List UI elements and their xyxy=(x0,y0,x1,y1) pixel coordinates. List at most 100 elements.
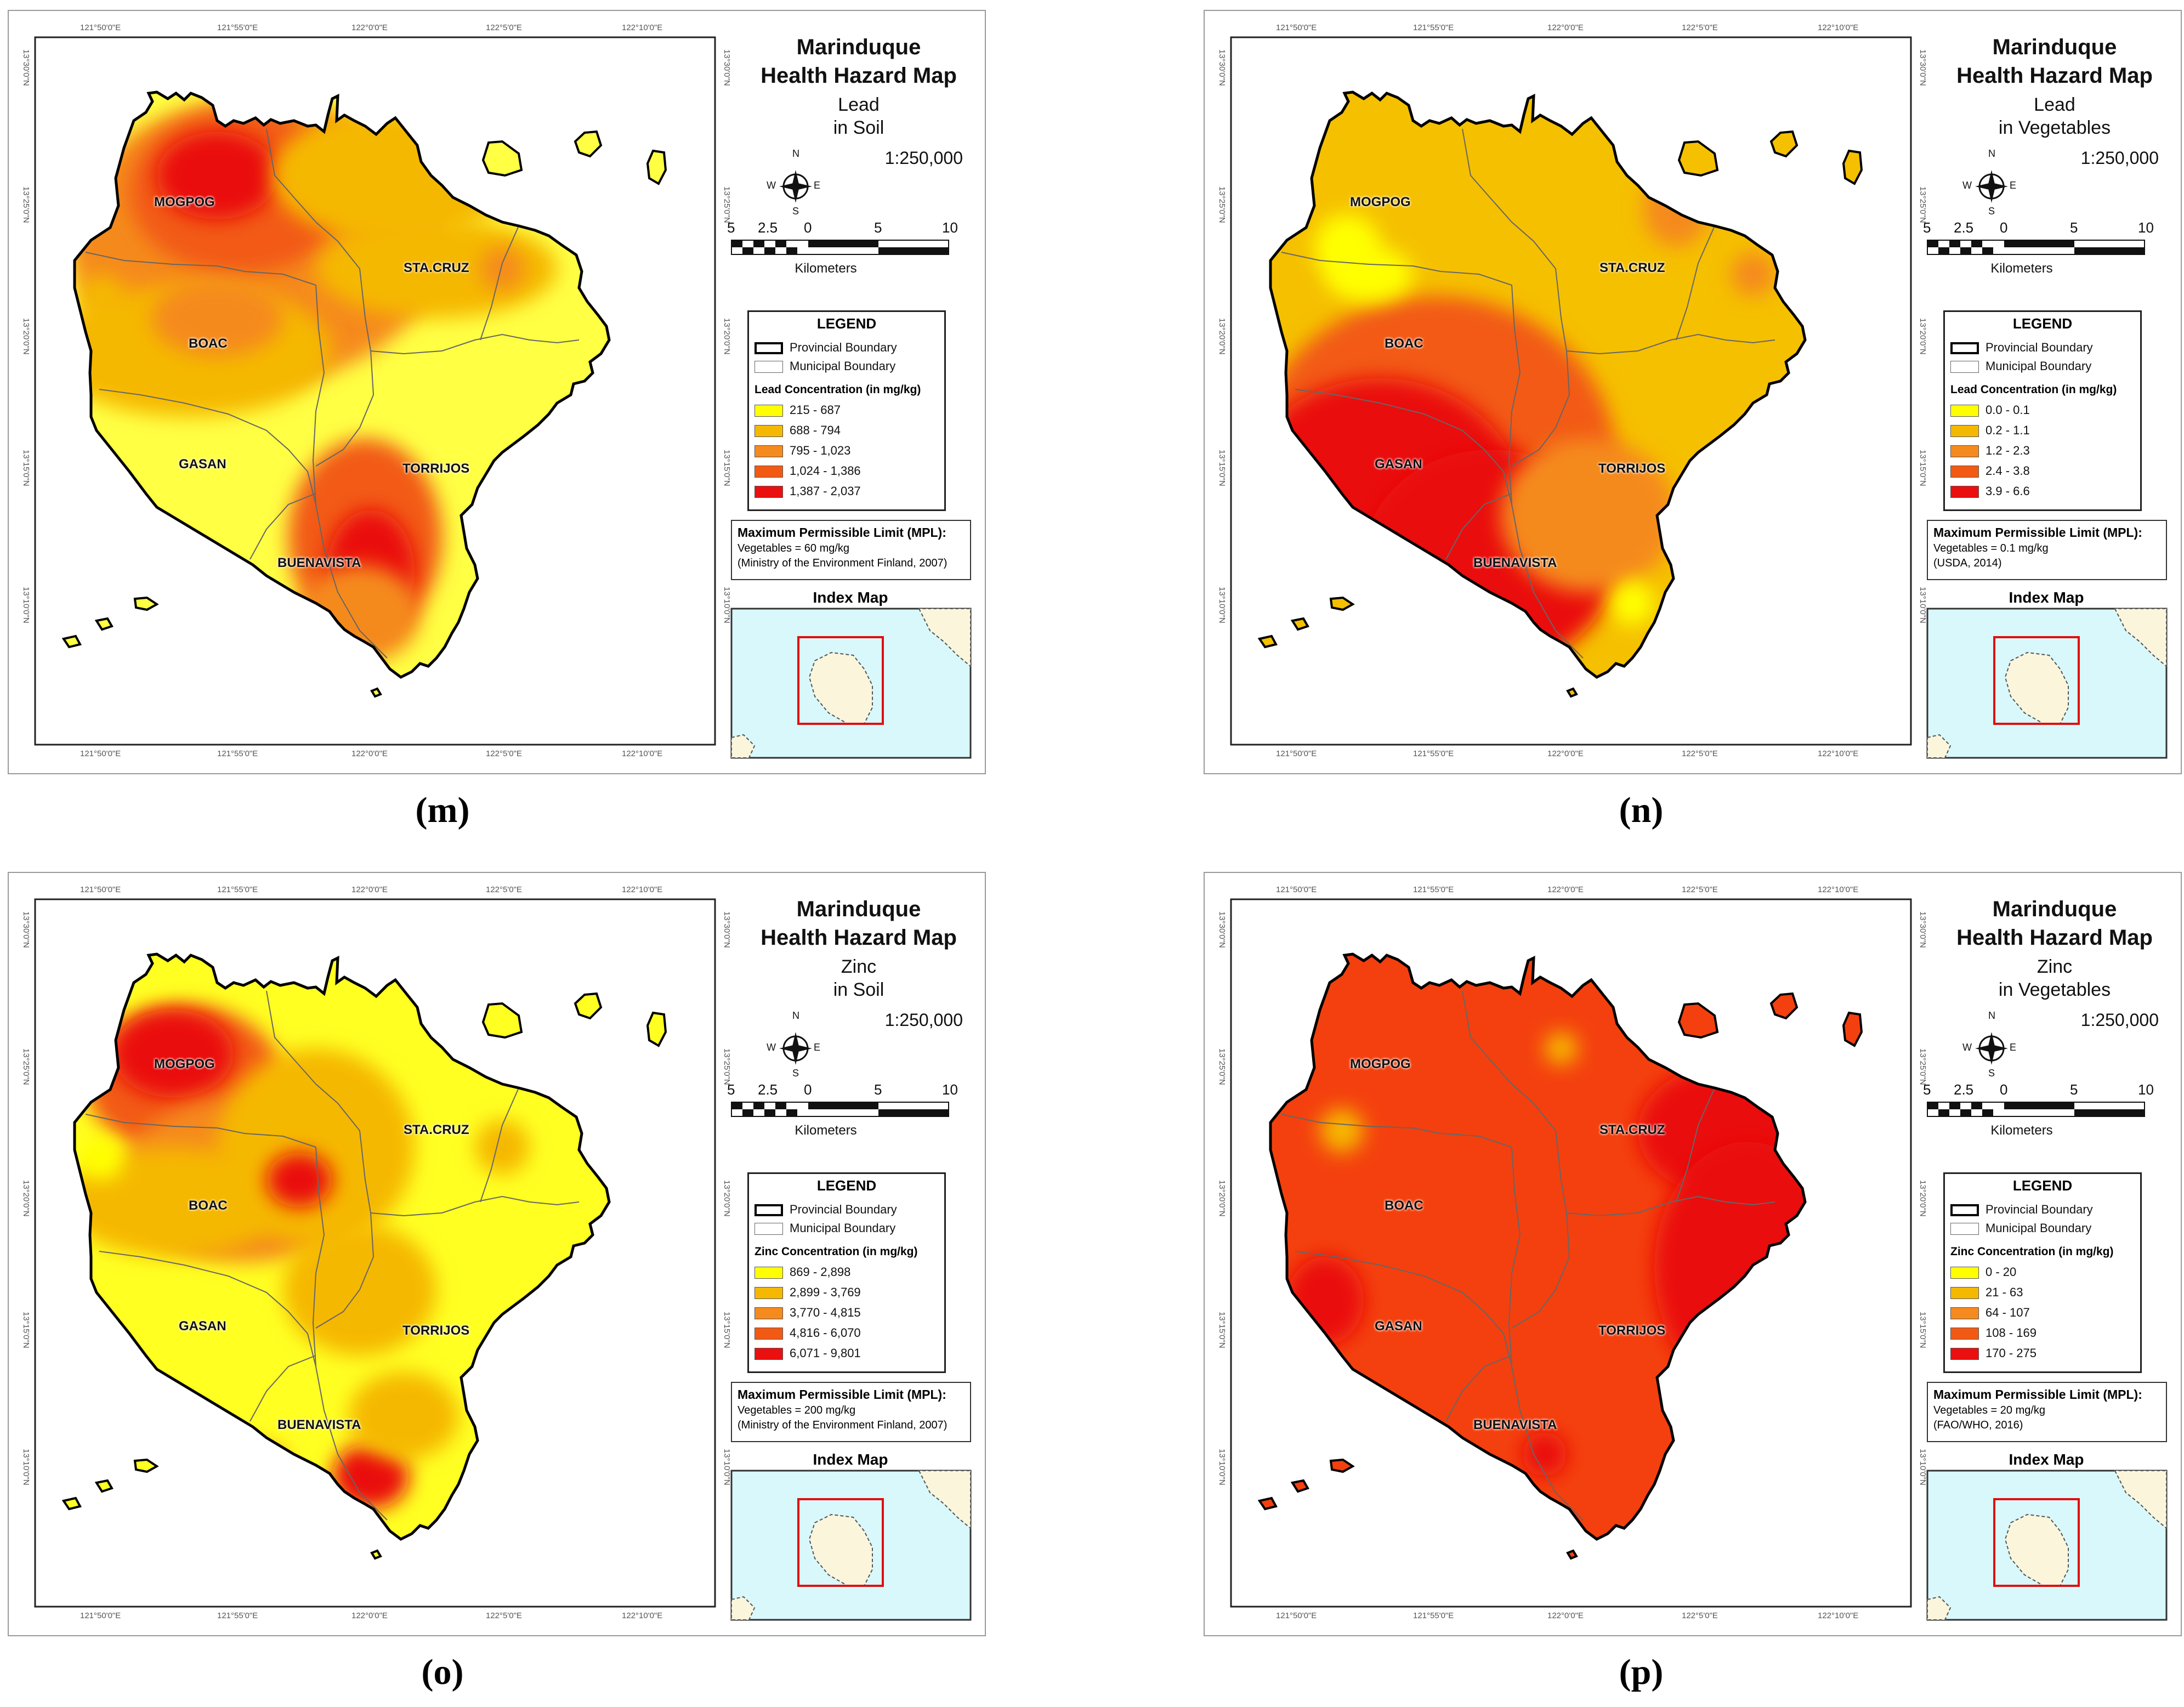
legend-boundary-label: Municipal Boundary xyxy=(790,1221,896,1235)
panel-caption: (o) xyxy=(388,1652,497,1693)
legend-class-row: 6,071 - 9,801 xyxy=(755,1346,861,1360)
map-title-line1: Marinduque xyxy=(1992,35,2117,59)
provincial-boundary xyxy=(73,90,611,679)
map-title-line2: Health Hazard Map xyxy=(761,64,957,88)
compass-letter: S xyxy=(1988,206,1995,217)
map-panel-p: Marinduque Health Hazard Map Zinc in Vegeta… xyxy=(1204,872,2182,1636)
small-island xyxy=(1677,1002,1719,1039)
legend-class-label: 6,071 - 9,801 xyxy=(790,1346,861,1360)
mpl-box: Maximum Permissible Limit (MPL): Vegetabl… xyxy=(1927,520,2167,580)
legend-class-label: 4,816 - 6,070 xyxy=(790,1326,861,1340)
small-island xyxy=(61,634,82,649)
small-island xyxy=(94,617,114,631)
provincial-boundary xyxy=(1269,90,1807,679)
legend-class-swatch xyxy=(755,425,783,438)
scale-bar xyxy=(1927,1102,2145,1117)
index-map-title: Index Map xyxy=(813,589,888,606)
map-title-line2: Health Hazard Map xyxy=(761,926,957,950)
legend-class-row: 1,387 - 2,037 xyxy=(755,484,861,498)
map-title: Marinduque Health Hazard Map xyxy=(741,895,977,952)
town-label: TORRIJOS xyxy=(1598,461,1666,476)
longitude-tick: 122°5'0"E xyxy=(1682,885,1718,894)
scale-ratio: 1:250,000 xyxy=(884,1010,963,1030)
latitude-tick: 13°10'0"N xyxy=(1217,587,1227,623)
municipal-boundary xyxy=(1676,1087,1715,1203)
legend-class-row: 688 - 794 xyxy=(755,423,841,438)
scale-number: 10 xyxy=(942,1081,958,1098)
scale-ratio: 1:250,000 xyxy=(2080,1010,2159,1030)
index-map xyxy=(730,608,972,759)
panel-caption-text: (m) xyxy=(415,790,470,830)
town-label: BOAC xyxy=(189,336,228,351)
town-label: STA.CRUZ xyxy=(404,260,469,275)
legend-class-swatch xyxy=(1950,1287,1979,1300)
scale-number: 5 xyxy=(874,219,882,236)
legend-class-row: 108 - 169 xyxy=(1950,1326,2036,1340)
compass-rose xyxy=(779,1032,812,1065)
longitude-tick: 121°50'0"E xyxy=(80,23,121,32)
longitude-tick: 121°55'0"E xyxy=(217,23,258,32)
map-title-line2: Health Hazard Map xyxy=(1956,64,2153,88)
latitude-tick: 13°15'0"N xyxy=(1918,450,1927,486)
scale-number: 0 xyxy=(804,219,812,236)
legend-class-label: 2,899 - 3,769 xyxy=(790,1285,861,1299)
small-island xyxy=(1329,1458,1355,1473)
latitude-tick: 13°20'0"N xyxy=(1918,1180,1927,1217)
legend-class-swatch xyxy=(1950,1307,1979,1320)
municipal-boundary xyxy=(1508,285,1584,659)
latitude-tick: 13°25'0"N xyxy=(1918,1048,1927,1085)
legend-class-row: 64 - 107 xyxy=(1950,1306,2030,1320)
latitude-tick: 13°20'0"N xyxy=(722,1180,731,1217)
town-label: GASAN xyxy=(1375,457,1422,472)
small-island xyxy=(574,130,603,158)
legend-boundary-swatch xyxy=(755,1204,783,1217)
scale-number: 5 xyxy=(727,1081,735,1098)
legend-boundary-swatch xyxy=(1950,342,1979,355)
latitude-tick: 13°30'0"N xyxy=(1217,49,1227,86)
latitude-tick: 13°20'0"N xyxy=(722,318,731,355)
map-title: Marinduque Health Hazard Map xyxy=(741,33,977,90)
scale-number: 10 xyxy=(2138,219,2154,236)
scale-unit: Kilometers xyxy=(795,1123,857,1138)
latitude-tick: 13°30'0"N xyxy=(21,49,31,86)
legend-class-swatch xyxy=(755,1307,783,1320)
scale-number: 5 xyxy=(1923,1081,1931,1098)
small-island xyxy=(1769,992,1799,1020)
legend-class-label: 1,024 - 1,386 xyxy=(790,464,861,478)
town-label: GASAN xyxy=(1375,1319,1422,1334)
scale-bar xyxy=(731,1102,949,1117)
mpl-title: Maximum Permissible Limit (MPL): xyxy=(738,1387,946,1402)
municipal-boundary xyxy=(480,1087,519,1203)
legend-class-swatch xyxy=(1950,405,1979,417)
legend-boundary-label: Provincial Boundary xyxy=(1986,1203,2093,1216)
longitude-tick: 122°0'0"E xyxy=(351,23,388,32)
concentration-zone xyxy=(475,1120,530,1175)
town-label: MOGPOG xyxy=(154,1057,215,1071)
town-label: BOAC xyxy=(1385,336,1423,351)
compass-letter: E xyxy=(2010,180,2017,191)
legend-class-row: 0 - 20 xyxy=(1950,1265,2016,1279)
mpl-value: Vegetables = 20 mg/kg xyxy=(1933,1404,2046,1416)
scale-number: 5 xyxy=(727,219,735,236)
legend-boundary-row: Municipal Boundary xyxy=(755,1221,895,1235)
legend-class-row: 170 - 275 xyxy=(1950,1346,2036,1360)
legend-class-label: 869 - 2,898 xyxy=(790,1265,851,1279)
longitude-tick: 122°5'0"E xyxy=(486,1611,522,1620)
municipal-boundary xyxy=(99,389,316,505)
small-island xyxy=(574,992,603,1020)
latitude-tick: 13°30'0"N xyxy=(1217,911,1227,948)
legend-class-label: 1,387 - 2,037 xyxy=(790,484,861,498)
latitude-tick: 13°15'0"N xyxy=(1217,450,1227,486)
scale-bar xyxy=(1927,240,2145,255)
latitude-tick: 13°10'0"N xyxy=(1918,587,1927,623)
longitude-tick: 121°55'0"E xyxy=(217,1611,258,1620)
longitude-tick: 121°55'0"E xyxy=(1413,1611,1454,1620)
latitude-tick: 13°25'0"N xyxy=(21,1048,31,1085)
legend-boundary-label: Provincial Boundary xyxy=(1986,341,2093,354)
mpl-box: Maximum Permissible Limit (MPL): Vegetabl… xyxy=(731,1382,971,1442)
scale-ratio: 1:250,000 xyxy=(884,148,963,168)
map-subtitle: Zinc in Vegetables xyxy=(1937,955,2172,1001)
panel-caption: (n) xyxy=(1586,790,1696,831)
legend-boundary-row: Provincial Boundary xyxy=(1950,341,2093,355)
map-canvas xyxy=(1230,898,2168,1621)
